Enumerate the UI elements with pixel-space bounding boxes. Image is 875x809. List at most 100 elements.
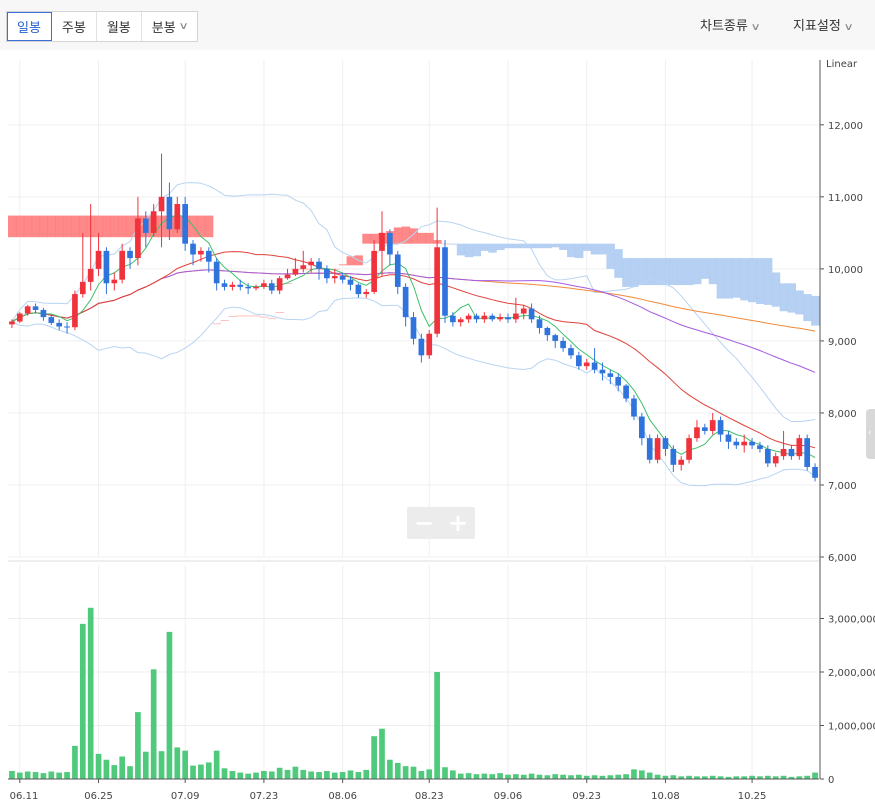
price-tick-label: 12,000 [828, 121, 863, 132]
candle-down [355, 284, 362, 295]
volume-bar [599, 775, 606, 779]
volume-bar [481, 773, 488, 779]
side-panel-toggle[interactable]: ‹ [866, 409, 875, 459]
volume-bar [331, 772, 338, 779]
candle-down [607, 373, 614, 377]
chevron-down-icon: ∨ [178, 21, 189, 32]
candle-down [410, 317, 417, 339]
stock-chart[interactable]: Linear 12,000 11,000 10,000 9,000 8,000 7,000 6… [0, 50, 875, 809]
indicator-settings-dropdown[interactable]: 지표설정 ∨ [793, 15, 854, 34]
zoom-in-button[interactable]: + [447, 509, 469, 537]
candle-up [292, 268, 299, 275]
cloud-bear-segment [574, 243, 584, 259]
volume-bar [387, 759, 393, 779]
candle-up [158, 196, 165, 212]
price-tick-label: 6,000 [828, 553, 857, 564]
volume-bar [394, 762, 401, 779]
volume-tick-label: 0 [828, 775, 834, 786]
candle-down [544, 327, 551, 336]
volume-bar [646, 772, 653, 779]
volume-bar [804, 775, 811, 779]
candle-up [481, 315, 488, 320]
candle-down [646, 438, 653, 460]
chart-type-dropdown[interactable]: 차트종류 ∨ [700, 15, 761, 34]
candle-up [261, 283, 267, 287]
volume-bar [95, 753, 102, 779]
period-weekly-button[interactable]: 주봉 [52, 12, 97, 41]
cloud-bull-segment [110, 215, 119, 238]
cloud-bear-segment [464, 243, 474, 258]
volume-bar [127, 766, 133, 779]
volume-bar [371, 736, 377, 779]
volume-tick-label: 1,000,000 [828, 722, 875, 733]
volume-bar [237, 772, 244, 779]
x-tick-label: 10.08 [651, 791, 680, 802]
cloud-bear-segment [504, 243, 513, 249]
volume-bar [9, 770, 15, 779]
volume-bar [639, 770, 645, 779]
volume-bar [205, 762, 212, 779]
volume-bar [709, 775, 716, 779]
volume-bar [347, 770, 354, 779]
candle-up [686, 438, 692, 460]
cloud-bull-segment [212, 323, 222, 325]
volume-bar [253, 772, 259, 779]
volume-bar [182, 750, 188, 779]
volume-bar [308, 771, 314, 779]
candle-down [166, 196, 173, 230]
candle-up [741, 441, 748, 446]
cloud-bear-segment [748, 258, 757, 303]
volume-bar [568, 775, 574, 779]
zoom-out-button[interactable]: − [413, 509, 435, 537]
candle-up [95, 250, 102, 269]
period-daily-button[interactable]: 일봉 [7, 12, 52, 41]
candle-up [284, 274, 291, 279]
candle-down [505, 317, 511, 320]
cloud-bull-segment [393, 227, 403, 244]
cloud-bull-segment [338, 264, 348, 266]
candle-down [347, 279, 354, 285]
candle-down [48, 317, 55, 323]
candle-up [772, 456, 779, 464]
candle-up [308, 261, 314, 266]
volume-bar [198, 764, 204, 779]
candle-up [520, 308, 527, 314]
candle-up [497, 317, 503, 320]
candle-up [87, 268, 94, 282]
volume-bar [245, 773, 251, 779]
candle-down [339, 276, 346, 280]
candle-up [300, 265, 307, 269]
candle-down [394, 254, 401, 287]
candle-up [363, 291, 370, 295]
volume-bar [213, 750, 220, 779]
x-tick-label: 10.25 [738, 791, 767, 802]
candle-up [331, 276, 338, 279]
cloud-bull-segment [55, 215, 64, 238]
candle-down [764, 448, 771, 464]
cloud-bear-segment [645, 258, 655, 286]
volume-bar [363, 769, 370, 779]
cloud-bear-segment [811, 295, 820, 326]
period-minute-button[interactable]: 분봉 ∨ [142, 12, 197, 41]
x-tick-label: 08.23 [415, 791, 444, 802]
candle-up [780, 448, 787, 457]
x-tick-label: 09.06 [494, 791, 523, 802]
cloud-bull-segment [102, 215, 111, 238]
candle-down [387, 232, 393, 255]
cloud-bear-segment [598, 243, 608, 255]
cloud-bear-segment [716, 258, 726, 299]
cloud-bull-segment [267, 318, 277, 320]
cloud-bull-segment [220, 320, 230, 321]
cloud-bear-segment [708, 258, 718, 285]
volume-bar [32, 772, 39, 779]
volume-bar [733, 776, 740, 779]
period-monthly-button[interactable]: 월봉 [97, 12, 142, 41]
cloud-bear-segment [700, 258, 710, 279]
cloud-bull-segment [118, 215, 127, 238]
candle-down [662, 438, 669, 449]
cloud-bear-segment [543, 243, 552, 249]
volume-bar [796, 776, 803, 779]
volume-bar [505, 774, 511, 779]
volume-bar [749, 775, 755, 779]
candle-up [72, 294, 78, 328]
